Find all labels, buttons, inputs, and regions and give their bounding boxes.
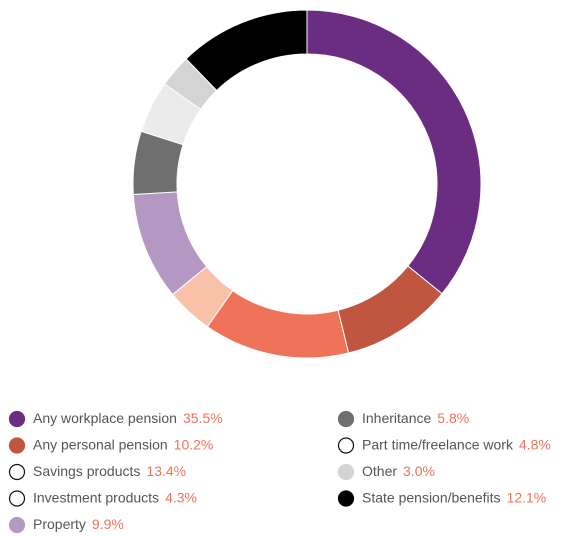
legend-label: Part time/freelance work: [362, 436, 514, 452]
legend-swatch: [337, 410, 355, 428]
legend-value: 10.2%: [174, 436, 214, 452]
donut-slice: [306, 9, 482, 295]
donut-slice: [185, 9, 308, 92]
legend-entry: Property 9.9%: [33, 516, 124, 532]
legend-swatch: [8, 490, 26, 507]
donut-slice: [206, 289, 350, 359]
legend-value: 4.8%: [519, 436, 551, 452]
legend-entry: Any workplace pension 35.5%: [33, 410, 223, 426]
legend-label: Savings products: [33, 463, 140, 479]
legend-swatch: [8, 463, 26, 481]
legend-entry: Inheritance 5.8%: [362, 410, 469, 426]
legend-value: 9.9%: [92, 516, 124, 532]
legend-label: Investment products: [33, 489, 159, 505]
legend-swatch: [337, 490, 355, 507]
legend-value: 5.8%: [437, 410, 469, 426]
legend-label: State pension/benefits: [362, 489, 501, 505]
legend-swatch: [8, 516, 26, 534]
legend-entry: Any personal pension 10.2%: [33, 436, 213, 452]
legend-entry: State pension/benefits 12.1%: [362, 489, 546, 505]
legend-swatch: [337, 463, 355, 481]
legend-swatch: [8, 437, 26, 454]
legend-value: 3.0%: [403, 463, 435, 479]
legend-entry: Investment products 4.3%: [33, 489, 197, 505]
legend-value: 4.3%: [165, 489, 197, 505]
legend-swatch: [8, 410, 26, 428]
legend-entry: Other 3.0%: [362, 463, 435, 479]
legend-entry: Savings products 13.4%: [33, 463, 186, 479]
legend-value: 35.5%: [183, 410, 223, 426]
legend-label: Property: [33, 516, 86, 532]
legend-value: 13.4%: [146, 463, 186, 479]
legend-label: Inheritance: [362, 410, 431, 426]
legend-entry: Part time/freelance work 4.8%: [362, 436, 551, 452]
legend-value: 12.1%: [507, 489, 547, 505]
legend-label: Any workplace pension: [33, 410, 177, 426]
legend-swatch: [337, 437, 355, 454]
legend-label: Other: [362, 463, 397, 479]
legend-label: Any personal pension: [33, 436, 168, 452]
